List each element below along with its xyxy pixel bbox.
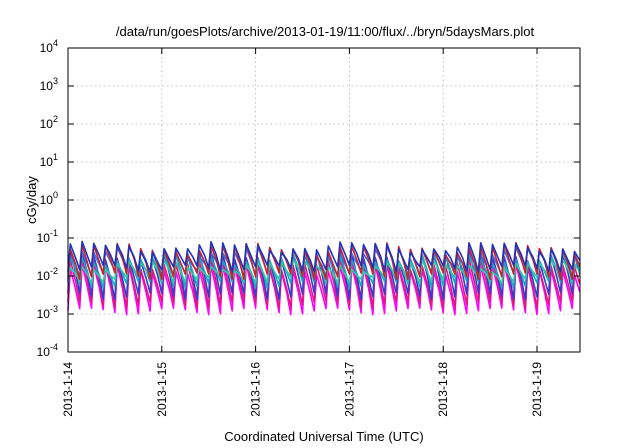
y-tick-label: 10-4 — [37, 342, 58, 359]
x-tick-label: 2013-1-16 — [249, 362, 263, 417]
y-tick-label: 102 — [40, 114, 58, 131]
y-tick-label: 10-1 — [37, 228, 58, 245]
x-tick-label: 2013-1-18 — [436, 362, 450, 417]
series-line — [67, 240, 581, 273]
y-tick-label: 103 — [40, 76, 58, 93]
y-tick-label: 104 — [40, 38, 58, 55]
ticks: 10-4 10-3 10-2 10-1 100 101 102 103 104 2013-1-14… — [37, 38, 580, 417]
series-layer — [67, 240, 581, 316]
grid — [67, 47, 580, 353]
x-tick-label: 2013-1-17 — [342, 362, 356, 417]
x-tick-label: 2013-1-14 — [61, 362, 75, 417]
y-axis-label: cGy/day — [24, 176, 39, 224]
y-tick-label: 101 — [40, 152, 58, 169]
y-tick-label: 100 — [40, 190, 58, 207]
chart-title: /data/run/goesPlots/archive/2013-01-19/1… — [116, 24, 535, 39]
x-axis-label: Coordinated Universal Time (UTC) — [224, 429, 423, 444]
x-tick-label: 2013-1-15 — [155, 362, 169, 417]
y-tick-label: 10-3 — [37, 304, 58, 321]
x-tick-label: 2013-1-19 — [530, 362, 544, 417]
y-tick-label: 10-2 — [37, 266, 58, 283]
